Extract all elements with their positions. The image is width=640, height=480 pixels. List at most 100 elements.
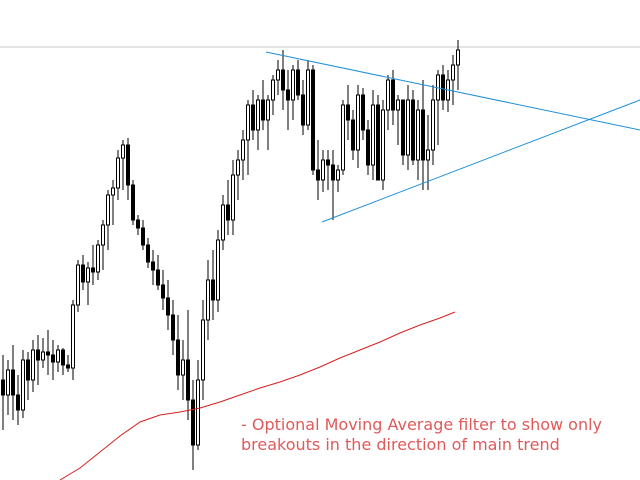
candle-body <box>411 99 415 161</box>
lower-trendline <box>321 99 640 223</box>
candle <box>221 195 225 250</box>
candle <box>421 80 425 190</box>
annotation-line-2: breakouts in the direction of main trend <box>241 435 560 454</box>
candle <box>441 65 445 110</box>
candle <box>106 190 110 250</box>
candle <box>66 355 70 372</box>
candle <box>201 300 205 400</box>
candle <box>131 180 135 225</box>
candle <box>21 350 25 418</box>
candle <box>206 260 210 340</box>
candle <box>346 85 350 140</box>
candle-body <box>426 149 430 161</box>
candle <box>316 140 320 200</box>
candle-body <box>216 239 220 301</box>
candle-body <box>456 49 460 66</box>
candle <box>171 300 175 355</box>
candle-body <box>376 104 380 181</box>
candle <box>436 70 440 145</box>
candle-body <box>291 69 295 101</box>
candle-body <box>86 267 90 283</box>
candle-body <box>451 64 455 81</box>
candle-body <box>51 354 55 363</box>
candle-body <box>241 139 245 161</box>
candle-body <box>146 244 150 263</box>
candle <box>41 338 45 368</box>
candle-body <box>431 99 435 151</box>
candle <box>456 40 460 90</box>
candle <box>61 348 65 375</box>
candle-body <box>286 89 290 101</box>
candle-body <box>366 129 370 166</box>
candle <box>331 150 335 220</box>
candle-body <box>101 224 105 246</box>
candle <box>236 150 240 200</box>
moving-average-layer <box>59 311 456 480</box>
candle-body <box>96 244 100 273</box>
candle <box>26 352 30 400</box>
candle-body <box>371 104 375 166</box>
candle-body <box>281 69 285 91</box>
candle <box>291 65 295 120</box>
candle-body <box>26 359 30 381</box>
candle-body <box>416 109 420 161</box>
candle <box>136 215 140 235</box>
candle <box>406 85 410 170</box>
candle <box>451 55 455 105</box>
trendlines-layer <box>265 51 640 223</box>
candle <box>86 262 90 305</box>
candles-layer <box>1 40 460 470</box>
candle-body <box>81 264 85 283</box>
candle <box>271 75 275 115</box>
candle <box>46 330 50 375</box>
candle-body <box>11 369 15 396</box>
candle <box>356 85 360 168</box>
candle-body <box>201 319 205 381</box>
annotation-line-1: - Optional Moving Average filter to show… <box>241 415 603 434</box>
candle <box>156 255 160 290</box>
candle-body <box>21 359 25 411</box>
candle <box>246 100 250 175</box>
candle-body <box>401 99 405 156</box>
candle <box>81 255 85 290</box>
candle-body <box>276 69 280 81</box>
candle <box>151 250 155 285</box>
candle <box>91 245 95 285</box>
candle-body <box>196 379 200 446</box>
candle-body <box>61 349 65 366</box>
candle-body <box>231 174 235 221</box>
candle <box>231 160 235 235</box>
candle-body <box>361 94 365 131</box>
candle <box>446 70 450 112</box>
candle <box>286 70 290 130</box>
candle <box>71 300 75 380</box>
candle-body <box>131 184 135 221</box>
candle-body <box>251 104 255 131</box>
candle-body <box>356 94 360 151</box>
candle <box>376 95 380 181</box>
candle-body <box>331 164 335 181</box>
candle <box>186 310 190 420</box>
candle-body <box>321 159 325 181</box>
candle <box>116 150 120 200</box>
candle <box>191 380 195 470</box>
candle <box>226 180 230 235</box>
candle-body <box>186 359 190 401</box>
candle-body <box>31 349 35 381</box>
candle <box>361 88 365 140</box>
candle <box>166 280 170 330</box>
candle-body <box>221 204 225 241</box>
candle <box>256 95 260 150</box>
candle <box>301 80 305 135</box>
candle <box>56 345 60 372</box>
candle-body <box>421 109 425 161</box>
candle-body <box>346 104 350 121</box>
candle <box>266 95 270 150</box>
candle <box>96 240 100 280</box>
candle-body <box>46 351 50 356</box>
candle-body <box>266 99 270 121</box>
candle-body <box>326 159 330 166</box>
candle <box>51 340 55 380</box>
candle <box>16 375 20 425</box>
